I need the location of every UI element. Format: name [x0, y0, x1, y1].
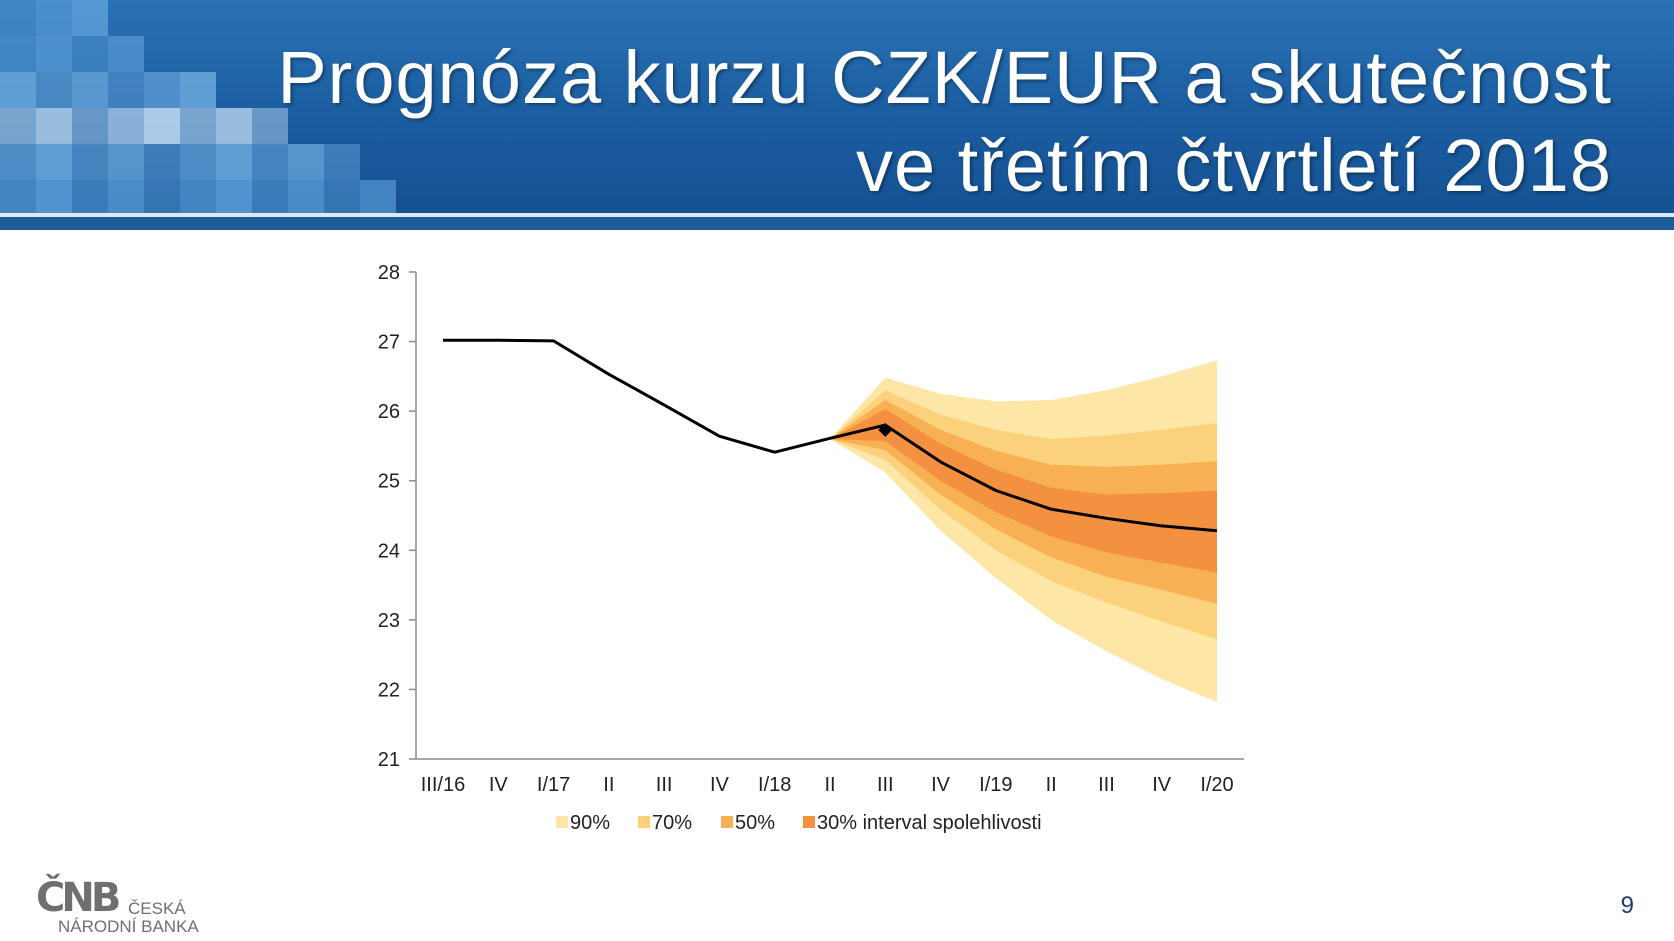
mosaic-tile	[108, 180, 144, 216]
mosaic-tile	[180, 180, 216, 216]
mosaic-tile	[288, 180, 324, 216]
mosaic-tile	[324, 144, 360, 180]
mosaic-tile	[216, 108, 252, 144]
mosaic-tile	[180, 108, 216, 144]
cnb-logo-line2: NÁRODNÍ BANKA	[58, 917, 199, 936]
mosaic-tile	[36, 36, 72, 72]
mosaic-tile	[0, 0, 36, 36]
mosaic-tile	[360, 180, 396, 216]
y-tick-label: 26	[378, 401, 400, 423]
mosaic-tile	[324, 180, 360, 216]
mosaic-tile	[144, 108, 180, 144]
mosaic-tile	[108, 36, 144, 72]
y-tick-label: 27	[378, 332, 400, 354]
cnb-logo-line1: ČESKÁ	[128, 899, 186, 918]
y-tick-label: 25	[378, 471, 400, 493]
mosaic-tile	[288, 144, 324, 180]
mosaic-tile	[144, 180, 180, 216]
banner-bottom-stripe	[0, 217, 1674, 230]
mosaic-tile	[72, 72, 108, 108]
mosaic-tile	[144, 72, 180, 108]
legend-label: 30% interval spolehlivosti	[817, 812, 1042, 834]
title-banner: Prognóza kurzu CZK/EUR a skutečnost ve t…	[0, 0, 1674, 230]
x-tick-label: III	[1098, 774, 1115, 796]
x-tick-label: I/17	[537, 774, 570, 796]
mosaic-tile	[216, 144, 252, 180]
legend-swatch	[556, 816, 568, 828]
y-tick-label: 24	[378, 540, 400, 562]
mosaic-tile	[108, 72, 144, 108]
mosaic-tile	[72, 0, 108, 36]
x-tick-label: III	[877, 774, 894, 796]
mosaic-tile	[36, 180, 72, 216]
legend-swatch	[638, 816, 650, 828]
mosaic-tile	[36, 108, 72, 144]
x-tick-label: III	[656, 774, 673, 796]
mosaic-tile	[252, 108, 288, 144]
banner-divider	[0, 213, 1674, 217]
y-tick-label: 28	[378, 262, 400, 284]
slide-title-line2: ve třetím čtvrtletí 2018	[855, 124, 1612, 207]
x-tick-label: II	[1046, 774, 1057, 796]
mosaic-tile	[180, 72, 216, 108]
mosaic-tile	[72, 108, 108, 144]
mosaic-tile	[108, 108, 144, 144]
mosaic-tile	[0, 108, 36, 144]
mosaic-tile	[36, 144, 72, 180]
mosaic-tile	[0, 36, 36, 72]
fan-band-4	[830, 409, 1217, 573]
banner-mosaic	[0, 0, 420, 216]
page-number: 9	[1620, 892, 1634, 919]
mosaic-tile	[108, 144, 144, 180]
mosaic-tile	[36, 0, 72, 36]
legend-label: 70%	[652, 812, 692, 834]
legend-swatch	[803, 816, 815, 828]
y-tick-label: 22	[378, 679, 400, 701]
x-tick-label: IV	[710, 774, 730, 796]
x-tick-label: III/16	[421, 774, 465, 796]
mosaic-tile	[252, 180, 288, 216]
x-tick-label: I/19	[979, 774, 1012, 796]
mosaic-tile	[0, 180, 36, 216]
x-tick-label: I/20	[1200, 774, 1233, 796]
y-tick-label: 23	[378, 610, 400, 632]
x-tick-label: I/18	[758, 774, 791, 796]
mosaic-tile	[180, 144, 216, 180]
mosaic-tile	[216, 180, 252, 216]
x-tick-label: IV	[931, 774, 951, 796]
mosaic-tile	[72, 144, 108, 180]
slide-title: Prognóza kurzu CZK/EUR a skutečnost ve t…	[212, 34, 1612, 210]
mosaic-tile	[36, 72, 72, 108]
legend-label: 90%	[570, 812, 610, 834]
x-tick-label: II	[824, 774, 835, 796]
x-tick-label: II	[603, 774, 614, 796]
mosaic-tile	[0, 144, 36, 180]
slide-title-line1: Prognóza kurzu CZK/EUR a skutečnost	[277, 36, 1612, 119]
mosaic-tile	[252, 144, 288, 180]
forecast-line	[443, 338, 1218, 533]
mosaic-tile	[144, 144, 180, 180]
x-tick-label: IV	[1152, 774, 1172, 796]
x-tick-label: IV	[489, 774, 509, 796]
mosaic-tile	[72, 180, 108, 216]
y-tick-label: 21	[378, 749, 400, 771]
actual-value-marker	[878, 422, 893, 437]
cnb-logo-mark: ČNB	[36, 875, 121, 921]
legend-label: 50%	[735, 812, 775, 834]
legend-swatch	[721, 816, 733, 828]
mosaic-tile	[72, 36, 108, 72]
mosaic-tile	[0, 72, 36, 108]
